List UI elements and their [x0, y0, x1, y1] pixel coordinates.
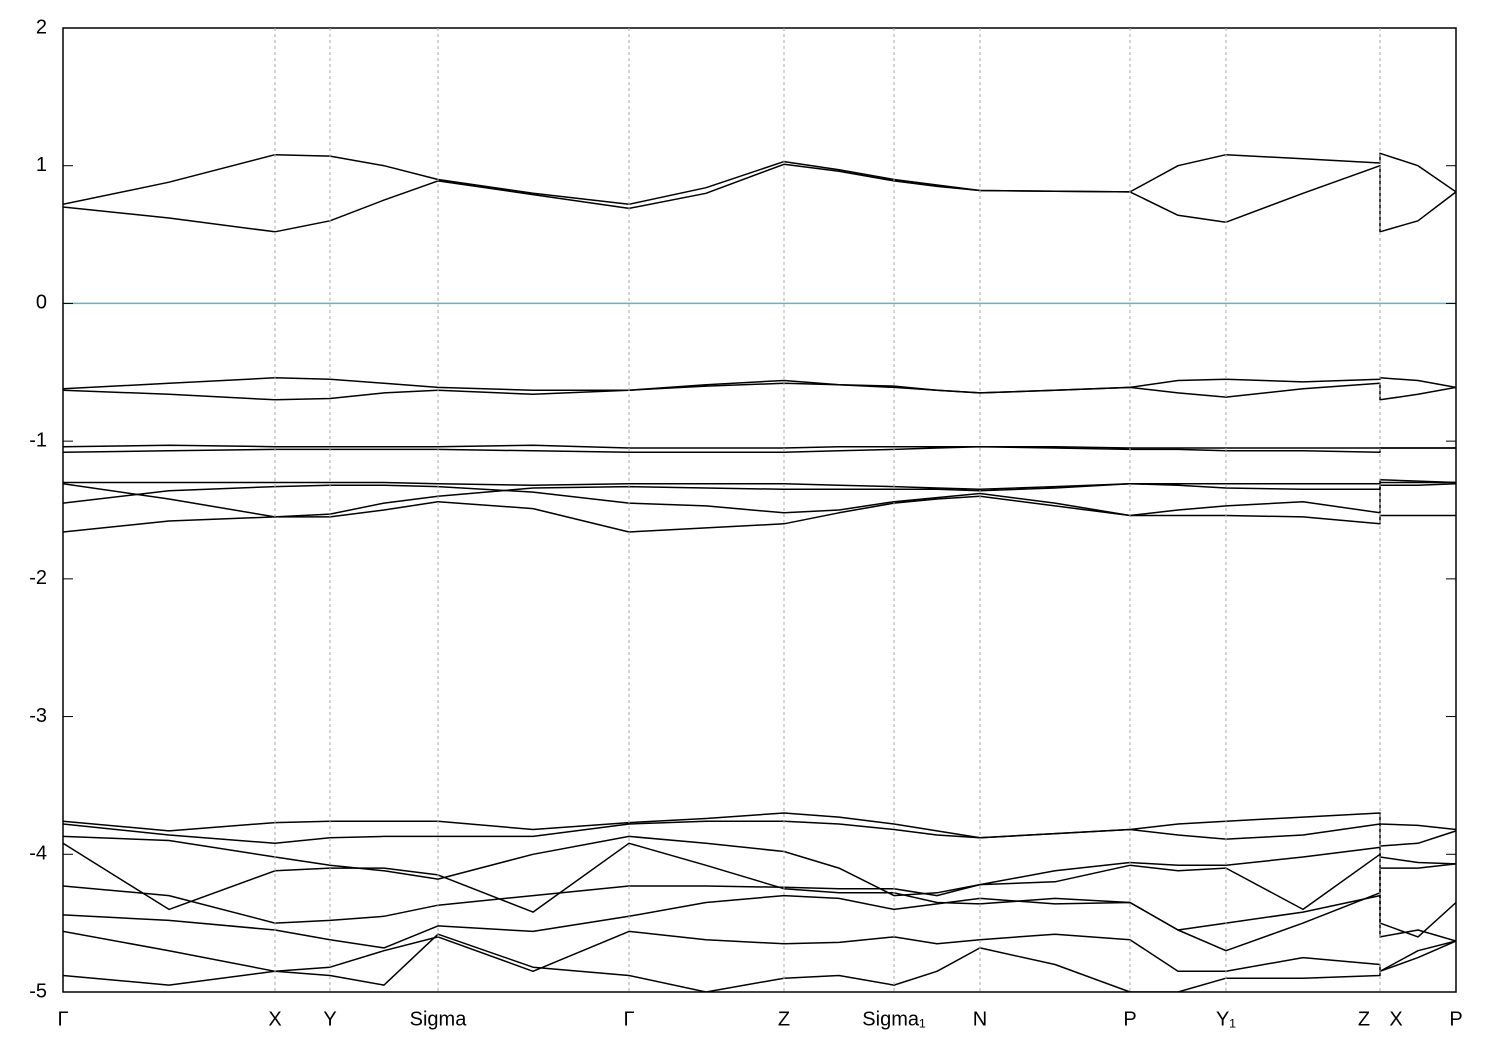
x-tick-label: Γ	[623, 1008, 634, 1030]
y-tick-label: 0	[36, 292, 47, 314]
y-tick-label: 2	[36, 16, 47, 38]
band-line	[63, 930, 1456, 973]
x-tick-label: Γ	[57, 1008, 68, 1030]
x-tick-label: Y	[323, 1008, 336, 1030]
y-tick-label: -1	[29, 429, 47, 451]
y-tick-label: -5	[29, 980, 47, 1002]
band-line	[63, 842, 1456, 952]
x-tick-label: X	[1389, 1008, 1402, 1030]
band-line	[63, 478, 1456, 517]
y-tick-label: -3	[29, 705, 47, 727]
x-tick-label: Z	[778, 1008, 790, 1030]
band-line	[63, 483, 1456, 518]
band-line	[63, 382, 1456, 401]
band-line	[63, 377, 1456, 394]
x-tick-label: Y₁	[1216, 1008, 1236, 1030]
x-tick-label: N	[973, 1008, 987, 1030]
band-line	[63, 812, 1456, 839]
x-tick-label: P	[1123, 1008, 1136, 1030]
band-line	[63, 163, 1456, 233]
band-line	[63, 495, 1456, 533]
band-line	[63, 853, 1456, 938]
band-line	[63, 152, 1456, 206]
plot-frame	[62, 27, 1457, 993]
band-line	[63, 444, 1456, 449]
y-tick-label: -4	[29, 843, 47, 865]
band-line	[63, 933, 1456, 992]
band-line	[63, 820, 1456, 847]
x-tick-label: Sigma₁	[862, 1008, 926, 1030]
x-tick-label: P	[1449, 1008, 1462, 1030]
band-line	[63, 835, 1456, 897]
band-line	[63, 894, 1456, 949]
x-tick-label: Sigma	[410, 1008, 468, 1030]
y-tick-label: 1	[36, 154, 47, 176]
x-tick-label: X	[268, 1008, 281, 1030]
y-tick-label: -2	[29, 567, 47, 589]
plot-area	[63, 152, 1456, 992]
x-tick-label: Z	[1358, 1008, 1370, 1030]
